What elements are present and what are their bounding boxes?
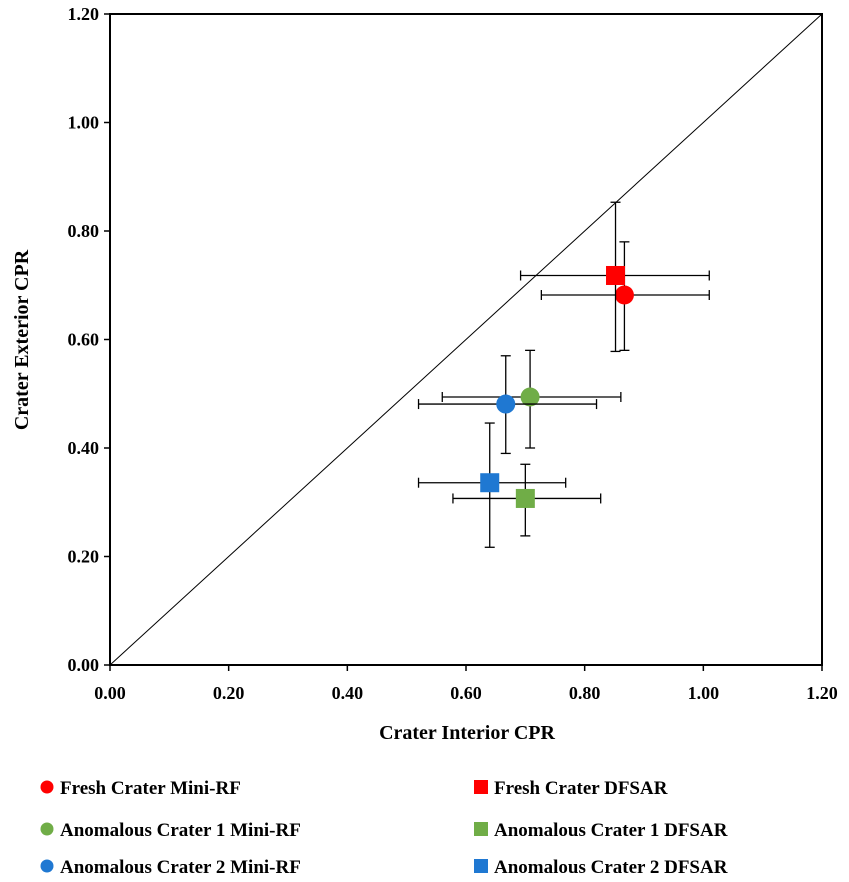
legend-circle-marker bbox=[40, 822, 54, 836]
x-tick-label: 0.00 bbox=[94, 683, 126, 703]
legend-label: Fresh Crater DFSAR bbox=[494, 778, 668, 799]
legend-item: Anomalous Crater 1 DFSAR bbox=[474, 820, 728, 841]
one-to-one-line bbox=[109, 13, 823, 666]
x-tick-label: 1.00 bbox=[688, 683, 720, 703]
legend-label: Anomalous Crater 2 DFSAR bbox=[494, 857, 728, 878]
legend-item: Anomalous Crater 1 Mini-RF bbox=[40, 820, 301, 841]
y-axis-label: Crater Exterior CPR bbox=[11, 249, 33, 430]
y-tick-label: 0.20 bbox=[68, 547, 100, 567]
legend-square-marker bbox=[474, 780, 488, 794]
series-anomalous-crater-1-dfsar bbox=[452, 463, 602, 537]
series-anomalous-crater-2-dfsar bbox=[417, 422, 567, 548]
data-point-circle bbox=[520, 387, 540, 407]
x-tick-label: 0.20 bbox=[213, 683, 245, 703]
x-tick-label: 0.60 bbox=[450, 683, 482, 703]
x-axis-label: Crater Interior CPR bbox=[379, 722, 555, 744]
series-anomalous-crater-1-mini-rf bbox=[441, 349, 622, 449]
x-tick-label: 0.40 bbox=[332, 683, 364, 703]
x-tick-label: 0.80 bbox=[569, 683, 601, 703]
y-tick-label: 1.20 bbox=[68, 4, 100, 24]
data-point-square bbox=[606, 265, 626, 285]
x-tick-label: 1.20 bbox=[806, 683, 838, 703]
legend-item: Anomalous Crater 2 DFSAR bbox=[474, 857, 728, 878]
legend-label: Fresh Crater Mini-RF bbox=[60, 778, 241, 799]
legend-label: Anomalous Crater 2 Mini-RF bbox=[60, 857, 301, 878]
legend: Fresh Crater Mini-RF Fresh Crater DFSAR An… bbox=[40, 778, 728, 878]
data-point-circle bbox=[496, 394, 516, 414]
legend-circle-marker bbox=[40, 780, 54, 794]
y-tick-label: 0.00 bbox=[68, 655, 100, 675]
series-fresh-crater-mini-rf bbox=[540, 241, 710, 352]
data-point-circle bbox=[614, 285, 634, 305]
y-tick-label: 1.00 bbox=[68, 113, 100, 133]
legend-label: Anomalous Crater 1 DFSAR bbox=[494, 820, 728, 841]
y-tick-label: 0.40 bbox=[68, 438, 100, 458]
y-tick-label: 0.80 bbox=[68, 221, 100, 241]
data-point-square bbox=[515, 488, 535, 508]
legend-square-marker bbox=[474, 859, 488, 873]
series-fresh-crater-dfsar bbox=[519, 201, 710, 353]
series-anomalous-crater-2-mini-rf bbox=[417, 355, 598, 455]
legend-label: Anomalous Crater 1 Mini-RF bbox=[60, 820, 301, 841]
legend-circle-marker bbox=[40, 859, 54, 873]
y-tick-label: 0.60 bbox=[68, 330, 100, 350]
plot-area bbox=[109, 13, 823, 666]
legend-item: Fresh Crater Mini-RF bbox=[40, 778, 241, 799]
legend-item: Anomalous Crater 2 Mini-RF bbox=[40, 857, 301, 878]
data-point-square bbox=[480, 473, 500, 493]
axis-ticks: 0.00 0.20 0.40 0.60 0.80 1.00 1.20 0.00 0.20 0.40… bbox=[68, 4, 838, 703]
legend-item: Fresh Crater DFSAR bbox=[474, 778, 668, 799]
legend-square-marker bbox=[474, 822, 488, 836]
